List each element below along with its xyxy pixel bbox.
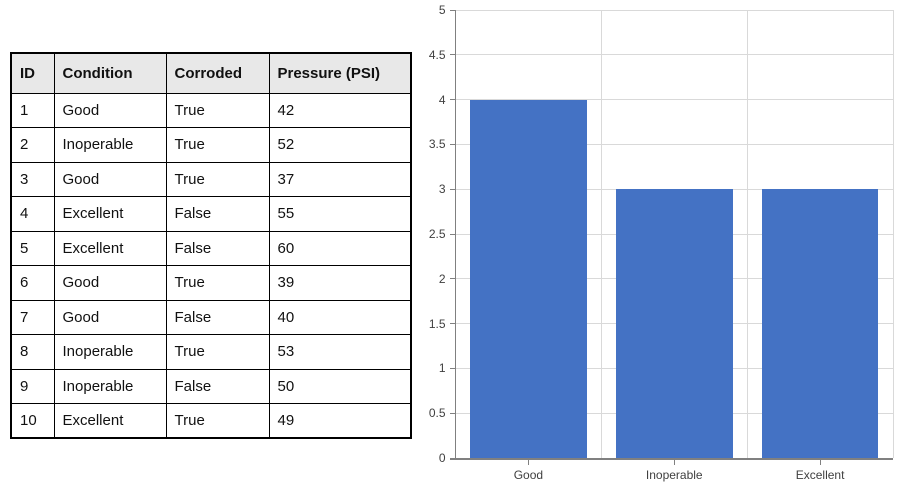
y-axis-label: 1 xyxy=(438,361,446,376)
table-cell: 50 xyxy=(268,368,412,404)
y-axis-tick xyxy=(449,233,455,235)
y-axis-label: 0 xyxy=(438,451,446,465)
table-cell: False xyxy=(165,368,270,404)
table-cell: Inoperable xyxy=(53,368,167,404)
table-row: 9 Inoperable False 50 xyxy=(10,368,412,404)
table-cell: Good xyxy=(53,92,167,128)
table-cell: 53 xyxy=(268,334,412,370)
gridline-vertical xyxy=(746,10,748,458)
table-cell: 8 xyxy=(10,334,55,370)
gridline-vertical xyxy=(892,10,894,458)
table-header-row: ID Condition Corroded Pressure (PSI) xyxy=(10,52,412,94)
y-axis-tick xyxy=(449,278,455,280)
table-cell: False xyxy=(165,299,270,335)
table-row: 3 Good True 37 xyxy=(10,161,412,197)
table-cell: True xyxy=(165,334,270,370)
table-cell: 4 xyxy=(10,196,55,232)
column-header-pressure-psi: Pressure (PSI) xyxy=(268,52,412,94)
table-cell: True xyxy=(165,92,270,128)
x-axis-label-inoperable: Inoperable xyxy=(645,468,703,482)
table-cell: 49 xyxy=(268,403,412,439)
gridline-vertical xyxy=(600,10,602,458)
table-cell: 2 xyxy=(10,127,55,163)
y-axis-tick xyxy=(449,54,455,56)
gridline-horizontal xyxy=(455,54,893,56)
table-cell: True xyxy=(165,127,270,163)
table-cell: True xyxy=(165,265,270,301)
table-row: 5 Excellent False 60 xyxy=(10,230,412,266)
table-cell: 6 xyxy=(10,265,55,301)
y-axis-label: 3 xyxy=(438,182,446,197)
y-axis-label: 0.5 xyxy=(428,406,446,421)
chart-bar-inoperable xyxy=(615,189,733,458)
y-axis-label: 2 xyxy=(438,271,446,286)
y-axis-tick xyxy=(449,143,455,145)
table-cell: 7 xyxy=(10,299,55,335)
table-row: 10 Excellent True 49 xyxy=(10,403,412,439)
table-cell: Good xyxy=(53,161,167,197)
x-axis-tick xyxy=(673,459,675,465)
x-axis-label-excellent: Excellent xyxy=(795,468,845,482)
table-cell: Excellent xyxy=(53,403,167,439)
table-cell: 42 xyxy=(268,92,412,128)
chart-bar-excellent xyxy=(761,189,879,458)
gridline-horizontal xyxy=(455,143,893,145)
pipes-table: ID Condition Corroded Pressure (PSI) 1 Good T… xyxy=(10,52,412,439)
gridline-horizontal xyxy=(455,9,893,11)
table-cell: Excellent xyxy=(53,196,167,232)
table-cell: True xyxy=(165,161,270,197)
y-axis-tick xyxy=(449,9,455,11)
table-cell: 5 xyxy=(10,230,55,266)
y-axis-label: 4.5 xyxy=(428,47,446,62)
y-axis-label: 5 xyxy=(438,3,446,17)
table-cell: 52 xyxy=(268,127,412,163)
x-axis-line xyxy=(449,458,893,460)
table-cell: 37 xyxy=(268,161,412,197)
x-axis-tick xyxy=(527,459,529,465)
table-cell: Inoperable xyxy=(53,334,167,370)
table-cell: 3 xyxy=(10,161,55,197)
y-axis-label: 3.5 xyxy=(428,137,446,152)
y-axis-label: 1.5 xyxy=(428,316,446,331)
y-axis-tick xyxy=(449,412,455,414)
table-row: 8 Inoperable True 53 xyxy=(10,334,412,370)
y-axis-tick xyxy=(449,457,455,459)
y-axis-label: 4 xyxy=(438,92,446,107)
gridline-horizontal xyxy=(455,99,893,101)
table-cell: Good xyxy=(53,265,167,301)
table-cell: Good xyxy=(53,299,167,335)
x-axis-label-good: Good xyxy=(513,468,544,482)
x-axis-tick xyxy=(819,459,821,465)
table-cell: True xyxy=(165,403,270,439)
table-row: 6 Good True 39 xyxy=(10,265,412,301)
table-cell: False xyxy=(165,230,270,266)
table-row: 7 Good False 40 xyxy=(10,299,412,335)
y-axis-tick xyxy=(449,188,455,190)
table-cell: 39 xyxy=(268,265,412,301)
table-cell: 40 xyxy=(268,299,412,335)
y-axis-tick xyxy=(449,99,455,101)
column-header-id: ID xyxy=(10,52,55,94)
chart-bar-good xyxy=(470,99,587,458)
table-cell: 60 xyxy=(268,230,412,266)
y-axis-line xyxy=(454,10,456,458)
table-row: 1 Good True 42 xyxy=(10,92,412,128)
condition-table-container: ID Condition Corroded Pressure (PSI) 1 Good T… xyxy=(10,52,412,439)
y-axis-tick xyxy=(449,323,455,325)
y-axis-label: 2.5 xyxy=(428,227,446,241)
y-axis-tick xyxy=(449,367,455,369)
